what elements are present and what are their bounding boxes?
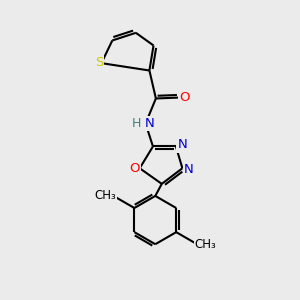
Text: N: N (178, 139, 187, 152)
Text: S: S (95, 56, 103, 69)
Text: O: O (129, 162, 140, 175)
Text: O: O (179, 91, 189, 104)
Text: N: N (145, 117, 154, 130)
Text: N: N (184, 163, 194, 176)
Text: CH₃: CH₃ (94, 189, 116, 202)
Text: H: H (132, 117, 141, 130)
Text: CH₃: CH₃ (195, 238, 217, 251)
